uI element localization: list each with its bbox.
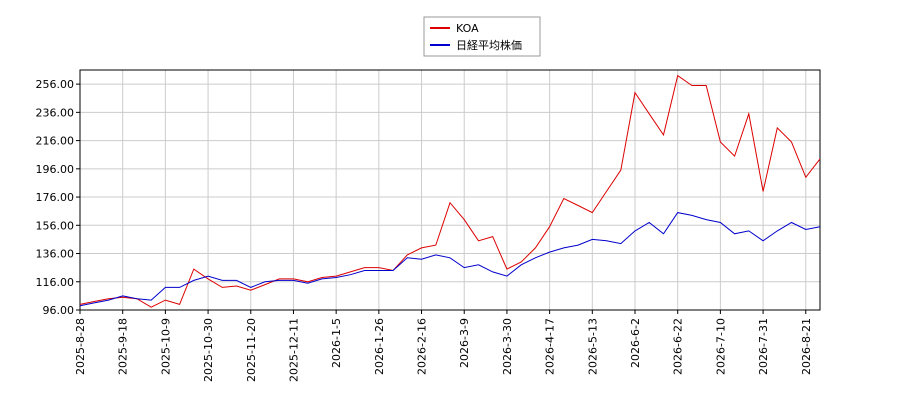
y-tick-label: 156.00 bbox=[36, 219, 75, 232]
y-tick-label: 116.00 bbox=[36, 276, 75, 289]
x-tick-label: 2026-5-13 bbox=[586, 318, 599, 375]
x-tick-label: 2026-3-9 bbox=[458, 318, 471, 368]
x-tick-label: 2025-11-20 bbox=[245, 318, 258, 382]
legend-label: 日経平均株価 bbox=[456, 38, 522, 52]
y-tick-label: 96.00 bbox=[43, 304, 75, 317]
y-tick-label: 256.00 bbox=[36, 78, 75, 91]
x-tick-label: 2026-2-16 bbox=[416, 318, 429, 375]
y-tick-label: 136.00 bbox=[36, 248, 75, 261]
series-line bbox=[79, 212, 821, 307]
x-tick-label: 2025-10-9 bbox=[159, 318, 172, 375]
x-tick-label: 2026-6-2 bbox=[629, 318, 642, 368]
x-tick-label: 2025-10-30 bbox=[202, 318, 215, 382]
x-tick-label: 2025-9-18 bbox=[117, 318, 130, 375]
x-tick-label: 2026-6-22 bbox=[672, 318, 685, 375]
x-tick-label: 2026-1-26 bbox=[373, 318, 386, 375]
series-line bbox=[79, 74, 821, 308]
x-tick-label: 2026-3-30 bbox=[501, 318, 514, 375]
y-tick-label: 216.00 bbox=[36, 135, 75, 148]
x-tick-label: 2025-12-11 bbox=[287, 318, 300, 382]
x-tick-label: 2026-4-17 bbox=[544, 318, 557, 375]
plot-frame bbox=[79, 69, 821, 311]
y-tick-label: 236.00 bbox=[36, 106, 75, 119]
x-tick-label: 2025-8-28 bbox=[74, 318, 87, 375]
x-tick-label: 2026-8-21 bbox=[800, 318, 813, 375]
legend-label: KOA bbox=[456, 22, 479, 35]
x-tick-label: 2026-7-10 bbox=[714, 318, 727, 375]
y-tick-label: 176.00 bbox=[36, 191, 75, 204]
y-tick-label: 196.00 bbox=[36, 163, 75, 176]
legend-box bbox=[423, 16, 541, 57]
x-tick-label: 2026-7-31 bbox=[757, 318, 770, 375]
x-tick-label: 2026-1-5 bbox=[330, 318, 343, 368]
